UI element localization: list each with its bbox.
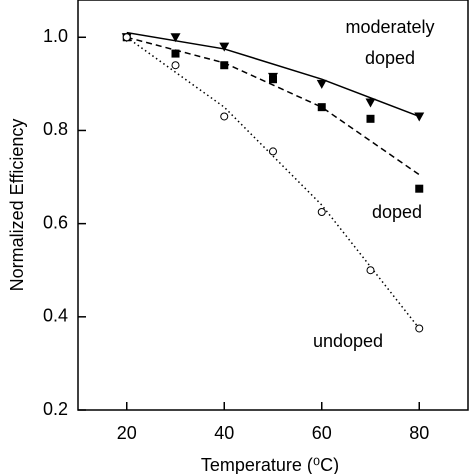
point: [269, 75, 277, 84]
x-axis-label: Temperature (⁰C): [201, 455, 339, 474]
point: [316, 79, 327, 89]
series-label: moderately: [345, 17, 434, 37]
point: [171, 61, 180, 70]
y-tick-label: 0.2: [43, 399, 68, 419]
point: [414, 112, 425, 122]
y-axis-label: Normalized Efficiency: [7, 119, 27, 292]
x-tick-label: 80: [409, 423, 429, 443]
plot-frame: [77, 0, 469, 411]
point: [122, 33, 131, 42]
point: [220, 112, 229, 121]
fit-line: [126, 36, 420, 329]
point: [269, 147, 277, 156]
point: [415, 324, 424, 333]
point: [365, 98, 376, 108]
y-tick-label: 0.6: [43, 212, 68, 232]
point: [317, 103, 326, 112]
y-tick-label: 0.4: [43, 306, 68, 326]
series-label: doped: [372, 202, 422, 222]
point: [366, 266, 375, 275]
point: [219, 42, 230, 52]
x-tick-label: 20: [117, 423, 137, 443]
series-label: doped: [365, 48, 415, 68]
point: [220, 61, 229, 70]
point: [415, 184, 424, 193]
x-tick-label: 60: [312, 423, 332, 443]
point: [171, 49, 180, 58]
point: [366, 114, 375, 123]
point: [317, 207, 326, 216]
y-tick-label: 0.8: [43, 119, 68, 139]
series-label: undoped: [313, 331, 383, 351]
x-tick-label: 40: [214, 423, 234, 443]
point: [170, 33, 181, 43]
y-tick-label: 1.0: [43, 26, 68, 46]
